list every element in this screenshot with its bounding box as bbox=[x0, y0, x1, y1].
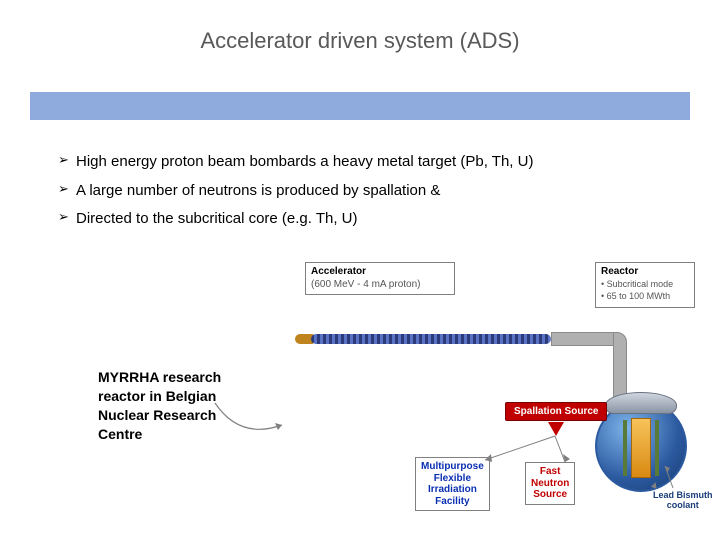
split-arrows-icon bbox=[455, 422, 595, 467]
bullet-item: High energy proton beam bombards a heavy… bbox=[58, 148, 533, 177]
bullet-list: High energy proton beam bombards a heavy… bbox=[58, 148, 533, 234]
beam-pipe-v bbox=[613, 332, 627, 402]
reactor-line1: • Subcritical mode bbox=[601, 279, 673, 289]
accent-bar bbox=[30, 92, 690, 120]
coolant-pointer-icon bbox=[663, 462, 683, 490]
reactor-title: Reactor bbox=[601, 266, 638, 277]
spallation-badge: Spallation Source bbox=[505, 402, 607, 421]
beam-pipe-h bbox=[551, 332, 621, 346]
accelerator-sub: (600 MeV - 4 mA proton) bbox=[311, 279, 421, 290]
slide-title: Accelerator driven system (ADS) bbox=[0, 0, 720, 54]
reactor-line2: • 65 to 100 MWth bbox=[601, 291, 670, 301]
bullet-item: Directed to the subcritical core (e.g. T… bbox=[58, 205, 533, 234]
bullet-item: A large number of neutrons is produced b… bbox=[58, 177, 533, 206]
accelerator-title: Accelerator bbox=[311, 266, 366, 277]
neutron-source-box: FastNeutronSource bbox=[525, 462, 575, 505]
accelerator-label: Accelerator (600 MeV - 4 mA proton) bbox=[305, 262, 455, 295]
curved-arrow-icon bbox=[210, 395, 290, 445]
reactor-label: Reactor • Subcritical mode • 65 to 100 M… bbox=[595, 262, 695, 308]
proton-beam-icon bbox=[311, 334, 551, 344]
coolant-label: Lead Bismuthcoolant bbox=[647, 487, 719, 515]
ads-diagram: Accelerator (600 MeV - 4 mA proton) Reac… bbox=[295, 262, 705, 522]
